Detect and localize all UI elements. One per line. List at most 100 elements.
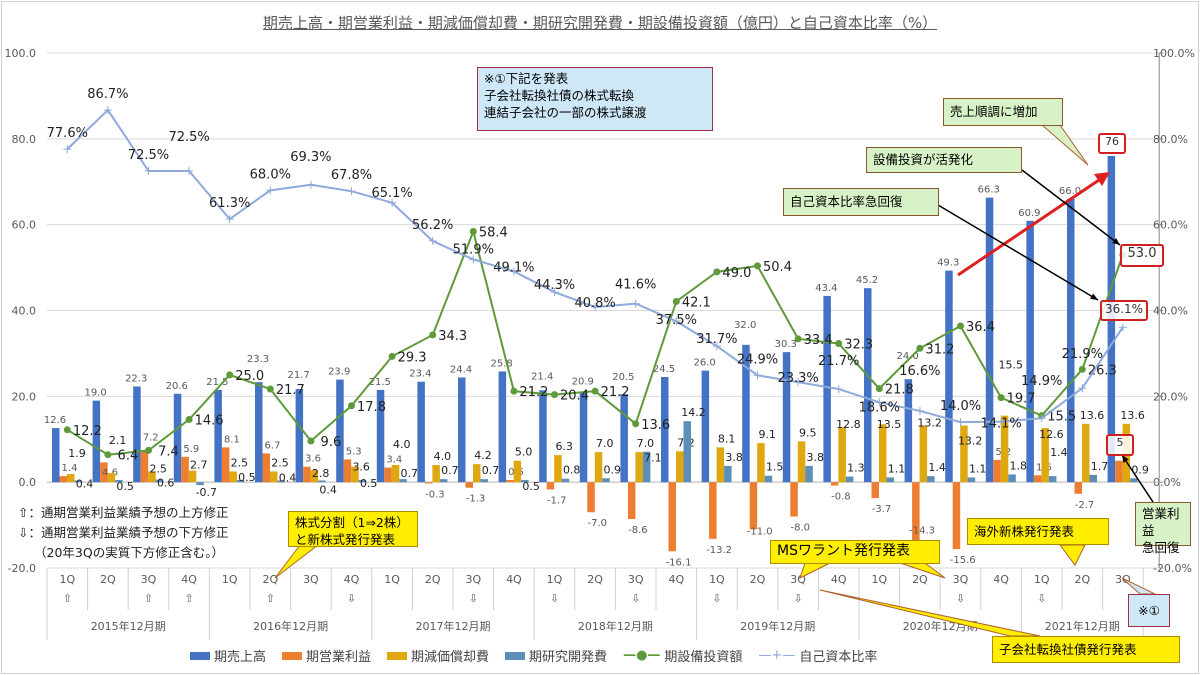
bar-label-1: 6.7: [265, 440, 281, 451]
bar-label-0: 43.4: [815, 283, 837, 294]
capex-label: 21.2: [601, 385, 630, 400]
bar-label-2: 13.6: [1080, 409, 1105, 422]
capex-point: [266, 385, 274, 393]
bar-1: [709, 482, 717, 539]
revision-mark: ⇧: [184, 592, 193, 605]
bar-label-2: 12.6: [1039, 428, 1064, 441]
bar-label-3: 1.1: [969, 462, 987, 475]
quarter-label: 2Q: [100, 573, 116, 586]
quarter-label: 3Q: [953, 573, 969, 586]
bar-label-2: 8.1: [718, 432, 736, 445]
highlight-capex: 53.0: [1120, 244, 1164, 267]
bar-3: [805, 465, 813, 483]
equity-label: 37.5%: [656, 313, 697, 328]
bar-label-3: 14.2: [681, 406, 706, 419]
bar-1: [221, 447, 230, 483]
bar-2: [554, 455, 562, 483]
equity-label: 23.3%: [777, 371, 818, 386]
revision-mark: ⇧: [63, 592, 72, 605]
revision-mark: ⇩: [956, 592, 965, 605]
revision-mark: ⇩: [631, 592, 640, 605]
bar-0: [52, 428, 60, 483]
capex-label: 36.4: [966, 320, 995, 335]
legend-label: 期営業利益: [306, 650, 372, 665]
chart-title: 期売上高・期営業利益・期減価償却費・期研究開発費・期設備投資額（億円）と自己資本…: [0, 12, 1200, 33]
callout-tail: [1121, 577, 1156, 595]
announce-line-1: ※①下記を発表: [484, 71, 569, 86]
equity-label: 24.9%: [737, 352, 778, 367]
bar-1: [912, 482, 920, 544]
bar-label-3: 0.7: [482, 464, 500, 477]
bar-0: [92, 400, 101, 483]
capex-point: [551, 391, 558, 399]
bar-3: [967, 477, 976, 483]
bar-label-0: 66.3: [978, 185, 1000, 196]
capex-point: [429, 331, 437, 339]
bar-2: [594, 452, 603, 483]
op-recover-line-2: 急回復: [1142, 540, 1180, 555]
bar-0: [864, 288, 872, 483]
bar-1: [343, 459, 352, 483]
bar-label-1: -13.2: [706, 545, 732, 556]
capex-label: 49.0: [722, 266, 751, 281]
bar-2: [310, 470, 319, 483]
bar-label-0: 49.3: [937, 258, 959, 269]
bar-label-1: 3.4: [386, 455, 402, 466]
equity-recover-callout: 自己資本比率急回復: [783, 188, 939, 216]
bar-label-2: 2.5: [231, 456, 249, 469]
legend-marker: —+—: [758, 648, 796, 663]
quarter-label: 3Q: [465, 573, 481, 586]
bar-0: [823, 295, 831, 483]
note-down-detail: （20年3Qの実質下方修正含む。）: [34, 545, 224, 560]
capex-label: 42.1: [682, 295, 711, 310]
capex-point: [957, 322, 964, 330]
bar-label-2: 3.6: [352, 461, 370, 474]
bar-label-0: 66.0: [1059, 186, 1081, 197]
bar-1: [668, 482, 676, 552]
stock-split-line-2: と新株式発行発表: [295, 532, 396, 547]
bar-label-0: 21.5: [206, 377, 228, 388]
bar-2: [148, 471, 156, 483]
bar-2: [351, 466, 359, 483]
bar-label-2: 9.5: [799, 426, 817, 439]
bar-1: [1033, 475, 1042, 483]
capex-label: 31.2: [925, 342, 954, 357]
bar-label-2: 13.5: [877, 418, 902, 431]
equity-label: 21.9%: [1062, 347, 1103, 362]
fiscal-year-label: 2019年12月期: [740, 619, 815, 633]
bar-label-2: 9.1: [758, 428, 776, 441]
capex-point: [754, 262, 761, 270]
bar-2: [67, 474, 75, 483]
bar-label-3: -0.7: [196, 486, 217, 499]
bar-0: [376, 389, 385, 483]
bar-2: [676, 451, 684, 483]
capex-point: [104, 451, 112, 459]
left-tick-label: 80.0: [12, 133, 37, 146]
capex-point: [713, 268, 721, 276]
bar-label-1: -2.7: [1075, 500, 1095, 511]
fiscal-year-label: 2015年12月期: [91, 619, 166, 633]
bar-label-0: 23.9: [328, 367, 350, 378]
capex-point: [672, 297, 680, 305]
bar-label-1: -15.6: [950, 555, 976, 566]
bar-2: [757, 443, 765, 483]
bar-0: [985, 197, 994, 483]
equity-label: 69.3%: [290, 150, 331, 165]
bar-label-3: 0.4: [279, 471, 297, 484]
bar-1: [1115, 460, 1123, 483]
bar-label-0: 20.6: [166, 381, 188, 392]
bar-1: [790, 482, 798, 517]
equity-label: 18.6%: [859, 400, 900, 415]
quarter-label: 2Q: [587, 573, 603, 586]
bar-3: [683, 421, 691, 483]
red-arrowhead: [1094, 172, 1110, 186]
bar-3: [927, 476, 935, 483]
bar-2: [838, 427, 846, 483]
bar-0: [1067, 198, 1075, 483]
bar-label-1: 1.4: [62, 463, 78, 474]
quarter-label: 1Q: [384, 573, 400, 586]
legend-label: 自己資本比率: [799, 650, 878, 665]
bar-label-1: 5.3: [346, 446, 362, 457]
bar-label-3: 0.6: [157, 477, 175, 490]
equity-label: 41.6%: [615, 278, 656, 293]
